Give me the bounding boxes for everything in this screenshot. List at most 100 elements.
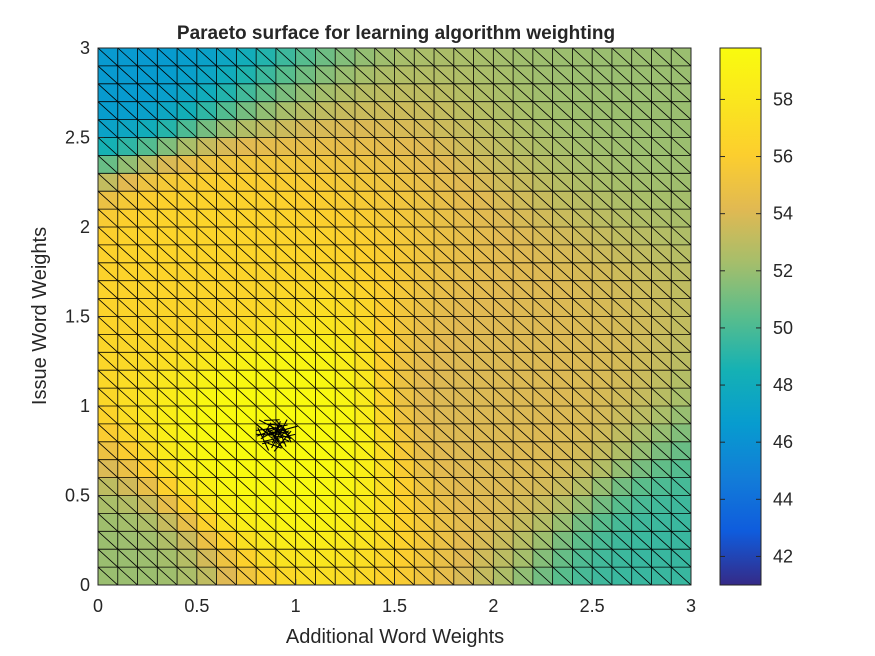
mesh-edge [98,459,119,478]
mesh-edge [295,137,316,156]
mesh-edge [98,298,119,317]
mesh-edge [670,155,691,174]
mesh-edge [255,208,277,228]
mesh-edge [216,405,237,425]
mesh-edge [413,208,435,228]
mesh-edge [315,226,336,246]
mesh-edge [473,441,494,460]
mesh-edge [157,352,178,371]
mesh-edge [572,369,593,389]
mesh-edge [552,83,573,102]
mesh-edge [394,316,415,335]
mesh-edge [552,48,573,67]
mesh-edge [137,369,158,389]
mesh-edge [493,298,514,317]
mesh-edge [453,155,474,174]
mesh-edge [493,423,514,443]
mesh-edge [374,208,395,228]
mesh-edge [611,513,632,532]
mesh-edge [413,387,435,407]
mesh-edge [433,459,455,478]
mesh-edge [117,244,138,264]
mesh-edge [315,137,336,156]
mesh-edge [157,477,178,496]
mesh-edge [493,119,514,138]
mesh-edge [453,477,474,496]
mesh-edge [651,477,672,496]
mesh-edge [117,101,138,120]
mesh-edge [572,405,593,425]
mesh-edge [255,298,277,317]
mesh-edge [275,48,296,67]
mesh-edge [272,425,298,434]
mesh-edge [176,262,198,281]
mesh-edge [394,531,415,550]
mesh-edge [591,387,613,407]
mesh-edge [572,316,593,335]
mesh-edge [473,244,494,264]
mesh-edge [651,119,672,138]
mesh-edge [374,459,395,478]
mesh-edge [216,119,237,138]
mesh-edge [374,369,395,389]
mesh-edge [591,155,613,174]
chart-title: Paraeto surface for learning algorithm w… [177,23,615,44]
mesh-edge [611,137,632,156]
mesh-edge [493,208,514,228]
mesh-edge [236,441,257,460]
mesh-edge [334,459,356,478]
mesh-edge [611,65,632,85]
mesh-edge [532,566,553,585]
mesh-edge [354,173,376,192]
mesh-edge [651,262,672,281]
mesh-edge [532,226,553,246]
mesh-edge [98,334,119,353]
mesh-edge [262,433,296,443]
mesh-edge [532,190,553,210]
mesh-edge [275,208,296,228]
mesh-edge [374,387,395,407]
mesh-edge [98,262,119,281]
mesh-edge [611,566,632,585]
mesh-edge [354,262,376,281]
mesh-edge [552,244,573,264]
mesh-edge [157,48,178,67]
mesh-edge [453,101,474,120]
mesh-edge [651,369,672,389]
mesh-edge [196,83,217,102]
mesh-edge [98,208,119,228]
mesh-edge [295,405,316,425]
mesh-edge [137,65,158,85]
mesh-edge [572,423,593,443]
mesh-edge [433,83,455,102]
mesh-edge [117,208,138,228]
mesh-edge [216,65,237,85]
mesh-edge [255,137,277,156]
mesh-edge [295,531,316,550]
mesh-edge [473,119,494,138]
mesh-edge [670,387,691,407]
mesh-edge [117,334,138,353]
mesh-edge [552,101,573,120]
mesh-edge [216,531,237,550]
mesh-edge [354,226,376,246]
mesh-edge [295,226,316,246]
mesh-edge [394,101,415,120]
mesh-edge [255,65,277,85]
mesh-edge [493,65,514,85]
mesh-edge [394,244,415,264]
mesh-edge [295,244,316,264]
mesh-edge [236,48,257,67]
mesh-edge [157,387,178,407]
mesh-edge [433,441,455,460]
mesh-edge [512,137,534,156]
mesh-edge [295,155,316,174]
mesh-edge [137,459,158,478]
mesh-edge [176,137,198,156]
mesh-edge [196,334,217,353]
mesh-edge [216,137,237,156]
mesh-edge [354,208,376,228]
mesh-edge [216,334,237,353]
colorbar: 42 44 46 48 50 52 54 56 58 [719,47,793,586]
mesh-edge [157,208,178,228]
